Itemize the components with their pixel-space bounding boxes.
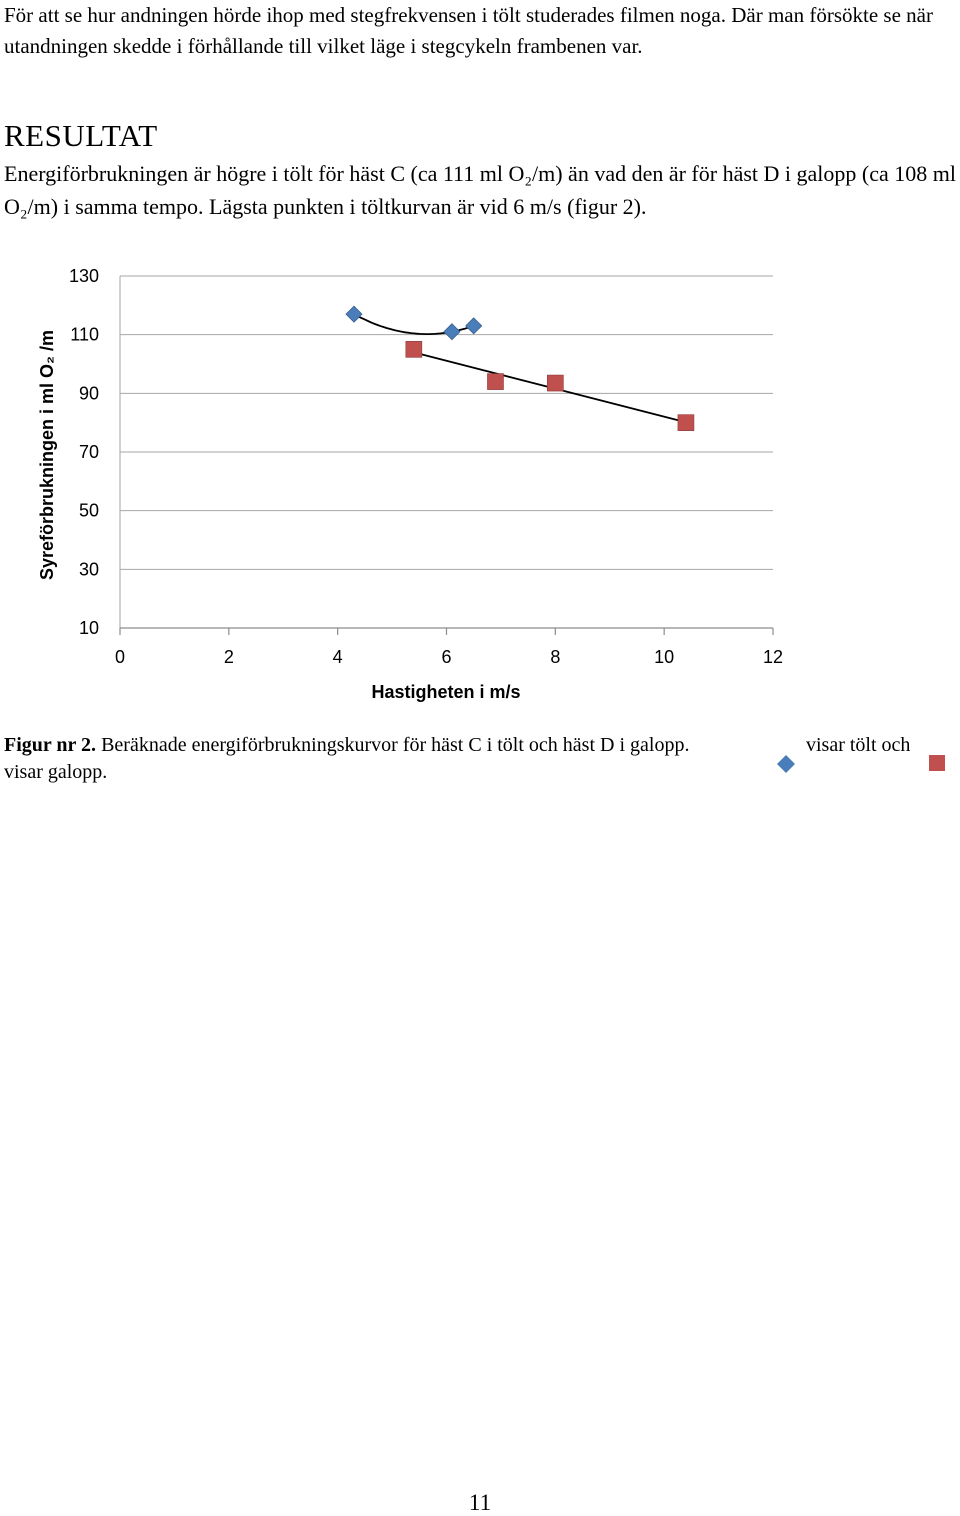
caption-galopp-text: visar galopp. bbox=[4, 761, 108, 783]
oxygen-consumption-chart: 130 110 90 70 50 30 10 0 2 4 6 8 10 12 Hastigheten i… bbox=[37, 266, 783, 702]
x-tick-label: 12 bbox=[763, 647, 783, 667]
result-paragraph: Energiförbrukningen är högre i tölt för … bbox=[4, 161, 956, 219]
y-tick-label: 130 bbox=[69, 266, 99, 286]
y-tick-label: 90 bbox=[79, 383, 99, 403]
y-tick-label: 70 bbox=[79, 442, 99, 462]
x-tick-label: 4 bbox=[333, 647, 343, 667]
data-point-square bbox=[677, 414, 695, 431]
x-tick-label: 6 bbox=[441, 647, 451, 667]
data-point-diamond bbox=[443, 323, 461, 341]
x-tick-label: 0 bbox=[115, 647, 125, 667]
data-point-square bbox=[405, 341, 423, 358]
figure-caption: Figur nr 2. Beräknade energiförbruknings… bbox=[4, 732, 764, 786]
trendlines bbox=[353, 313, 687, 424]
caption-text: Beräknade energiförbrukningskurvor för h… bbox=[96, 734, 690, 756]
y-tick-labels: 130 110 90 70 50 30 10 bbox=[69, 266, 99, 638]
caption-label: Figur nr 2. bbox=[4, 734, 97, 756]
page-number: 11 bbox=[468, 1490, 492, 1515]
legend-diamond-icon bbox=[777, 755, 795, 773]
x-tick-label: 10 bbox=[654, 647, 674, 667]
x-tick-label: 2 bbox=[224, 647, 234, 667]
y-tick-label: 30 bbox=[79, 559, 99, 579]
y-tick-label: 10 bbox=[79, 618, 99, 638]
data-point-square bbox=[487, 373, 504, 390]
y-tick-label: 50 bbox=[79, 501, 99, 521]
caption-tolt-text: visar tölt och bbox=[806, 734, 911, 756]
data-point-diamond bbox=[465, 317, 483, 335]
data-point-diamond bbox=[345, 305, 363, 323]
x-tick-labels: 0 2 4 6 8 10 12 bbox=[115, 647, 783, 667]
intro-paragraph: För att se hur andningen hörde ihop med … bbox=[4, 3, 933, 58]
y-tick-label: 110 bbox=[70, 325, 99, 345]
chart-gridlines bbox=[119, 275, 773, 628]
data-points bbox=[345, 305, 695, 431]
y-axis-title: Syreförbrukningen i ml O₂ /m bbox=[37, 330, 57, 580]
x-tick-label: 8 bbox=[550, 647, 560, 667]
x-axis bbox=[119, 627, 774, 635]
x-axis-title: Hastigheten i m/s bbox=[371, 682, 520, 702]
data-point-square bbox=[547, 374, 564, 392]
result-heading: RESULTAT bbox=[4, 118, 158, 153]
legend-square-icon bbox=[929, 755, 945, 771]
